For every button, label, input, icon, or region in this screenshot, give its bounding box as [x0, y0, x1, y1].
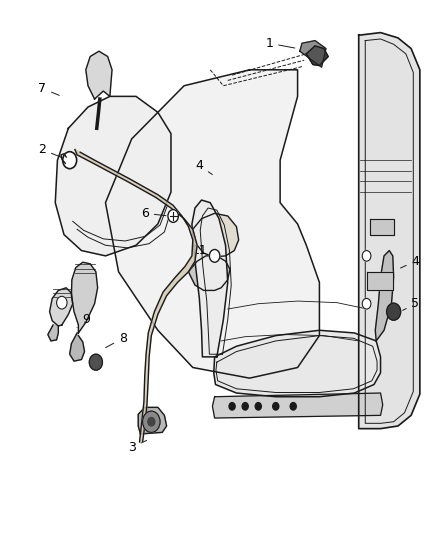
Polygon shape — [306, 46, 328, 66]
Polygon shape — [193, 213, 239, 257]
Text: 8: 8 — [106, 332, 127, 348]
Polygon shape — [48, 325, 58, 341]
Text: 2: 2 — [38, 143, 66, 159]
Text: 6: 6 — [141, 207, 166, 220]
Circle shape — [362, 298, 371, 309]
Circle shape — [143, 411, 160, 432]
Polygon shape — [49, 288, 73, 326]
Circle shape — [209, 249, 220, 262]
Text: 4: 4 — [400, 255, 420, 268]
Circle shape — [273, 402, 279, 410]
Text: 3: 3 — [128, 440, 147, 454]
Polygon shape — [70, 333, 85, 361]
Circle shape — [63, 152, 77, 168]
Text: 9: 9 — [77, 313, 90, 327]
Text: 4: 4 — [195, 159, 212, 174]
Polygon shape — [71, 262, 98, 333]
Polygon shape — [55, 96, 171, 256]
Circle shape — [57, 296, 67, 309]
Polygon shape — [192, 200, 228, 357]
Text: 11: 11 — [191, 244, 215, 257]
Polygon shape — [86, 51, 112, 99]
Text: 5: 5 — [403, 297, 420, 310]
Polygon shape — [214, 330, 381, 397]
Polygon shape — [106, 70, 319, 378]
Circle shape — [387, 303, 401, 320]
Text: 7: 7 — [38, 82, 59, 95]
Circle shape — [242, 402, 248, 410]
Circle shape — [290, 402, 296, 410]
Polygon shape — [375, 251, 394, 341]
Circle shape — [89, 354, 102, 370]
Circle shape — [255, 402, 261, 410]
Polygon shape — [75, 150, 197, 442]
Polygon shape — [212, 393, 383, 418]
Polygon shape — [188, 256, 230, 290]
Polygon shape — [138, 407, 166, 434]
Polygon shape — [300, 41, 326, 67]
Circle shape — [168, 209, 178, 222]
Circle shape — [229, 402, 235, 410]
Polygon shape — [359, 33, 420, 429]
Text: 1: 1 — [265, 37, 295, 50]
Circle shape — [362, 251, 371, 261]
Circle shape — [148, 417, 155, 426]
Polygon shape — [367, 272, 393, 290]
Polygon shape — [370, 219, 394, 235]
